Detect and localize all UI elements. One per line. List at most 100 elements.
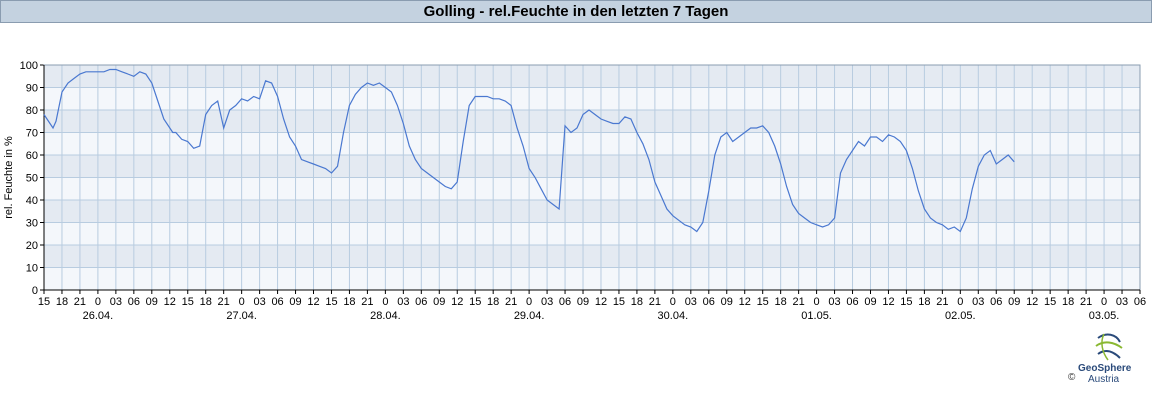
y-tick-label: 60	[26, 150, 38, 162]
x-date-label: 03.05.	[1089, 310, 1120, 322]
x-tick-label: 15	[325, 296, 337, 308]
logo-name: GeoSphere	[1078, 363, 1132, 374]
grid-band	[44, 65, 1140, 88]
x-tick-label: 0	[670, 296, 676, 308]
x-tick-label: 06	[128, 296, 140, 308]
x-tick-label: 09	[433, 296, 445, 308]
x-tick-label: 12	[1026, 296, 1038, 308]
x-tick-label: 0	[957, 296, 963, 308]
x-tick-label: 03	[110, 296, 122, 308]
x-tick-label: 18	[343, 296, 355, 308]
x-tick-label: 21	[218, 296, 230, 308]
x-tick-label: 03	[1116, 296, 1128, 308]
x-tick-label: 0	[1101, 296, 1107, 308]
x-tick-label: 06	[559, 296, 571, 308]
humidity-series-line	[43, 68, 1015, 233]
x-tick-label: 15	[900, 296, 912, 308]
x-tick-label: 09	[289, 296, 301, 308]
grid-band	[44, 177, 1140, 200]
geosphere-logo: GeoSphere © Austria	[1066, 330, 1150, 394]
x-tick-label: 21	[505, 296, 517, 308]
x-tick-label: 0	[382, 296, 388, 308]
x-tick-label: 21	[649, 296, 661, 308]
x-tick-label: 12	[595, 296, 607, 308]
x-tick-label: 18	[487, 296, 499, 308]
chart-title-bar: Golling - rel.Feuchte in den letzten 7 T…	[0, 0, 1152, 23]
x-tick-label: 03	[972, 296, 984, 308]
x-tick-label: 15	[182, 296, 194, 308]
x-tick-label: 03	[397, 296, 409, 308]
x-tick-label: 06	[1134, 296, 1146, 308]
grid-band	[44, 222, 1140, 245]
y-axis-label: rel. Feuchte in %	[3, 136, 15, 219]
y-tick-label: 0	[32, 285, 38, 297]
x-tick-label: 18	[775, 296, 787, 308]
x-date-label: 26.04.	[83, 310, 114, 322]
x-tick-label: 09	[146, 296, 158, 308]
x-date-label: 28.04.	[370, 310, 401, 322]
x-tick-label: 18	[56, 296, 68, 308]
x-tick-label: 03	[685, 296, 697, 308]
grid-band	[44, 245, 1140, 268]
x-date-label: 29.04.	[514, 310, 545, 322]
x-date-label: 02.05.	[945, 310, 976, 322]
x-tick-label: 15	[469, 296, 481, 308]
x-tick-label: 21	[74, 296, 86, 308]
x-tick-label: 03	[541, 296, 553, 308]
x-tick-label: 0	[814, 296, 820, 308]
grid-band	[44, 87, 1140, 110]
x-tick-label: 18	[1062, 296, 1074, 308]
x-tick-label: 12	[451, 296, 463, 308]
y-tick-label: 40	[26, 195, 38, 207]
x-tick-label: 09	[864, 296, 876, 308]
grid-band	[44, 267, 1140, 290]
y-tick-label: 10	[26, 263, 38, 275]
x-date-label: 30.04.	[658, 310, 689, 322]
x-tick-label: 09	[721, 296, 733, 308]
x-tick-label: 12	[164, 296, 176, 308]
y-tick-label: 80	[26, 105, 38, 117]
x-tick-label: 06	[703, 296, 715, 308]
x-tick-label: 06	[846, 296, 858, 308]
x-tick-label: 06	[271, 296, 283, 308]
x-tick-label: 0	[95, 296, 101, 308]
x-tick-label: 21	[361, 296, 373, 308]
grid-band	[44, 155, 1140, 178]
x-tick-label: 15	[757, 296, 769, 308]
x-tick-label: 15	[38, 296, 50, 308]
y-tick-label: 90	[26, 83, 38, 95]
x-tick-label: 12	[882, 296, 894, 308]
logo-subtitle: Austria	[1088, 374, 1120, 385]
x-tick-label: 21	[1080, 296, 1092, 308]
x-tick-label: 15	[1044, 296, 1056, 308]
x-tick-label: 06	[990, 296, 1002, 308]
x-date-label: 27.04.	[226, 310, 257, 322]
x-tick-label: 18	[631, 296, 643, 308]
x-tick-label: 18	[200, 296, 212, 308]
x-tick-label: 12	[307, 296, 319, 308]
x-tick-label: 12	[739, 296, 751, 308]
chart-title: Golling - rel.Feuchte in den letzten 7 T…	[423, 3, 729, 20]
y-tick-label: 20	[26, 240, 38, 252]
y-tick-label: 70	[26, 128, 38, 140]
x-tick-label: 21	[936, 296, 948, 308]
x-tick-label: 03	[253, 296, 265, 308]
x-tick-label: 09	[1008, 296, 1020, 308]
y-tick-label: 30	[26, 218, 38, 230]
x-tick-label: 18	[918, 296, 930, 308]
copyright-symbol: ©	[1068, 372, 1076, 383]
x-tick-label: 03	[828, 296, 840, 308]
y-tick-label: 50	[26, 173, 38, 185]
y-tick-label: 100	[20, 60, 38, 72]
grid-band	[44, 110, 1140, 133]
x-tick-label: 06	[415, 296, 427, 308]
x-tick-label: 0	[526, 296, 532, 308]
x-tick-label: 15	[613, 296, 625, 308]
grid-band	[44, 132, 1140, 155]
x-tick-label: 09	[577, 296, 589, 308]
geosphere-logo-icon	[1095, 333, 1123, 361]
grid-band	[44, 200, 1140, 223]
x-tick-label: 21	[792, 296, 804, 308]
x-date-label: 01.05.	[801, 310, 832, 322]
